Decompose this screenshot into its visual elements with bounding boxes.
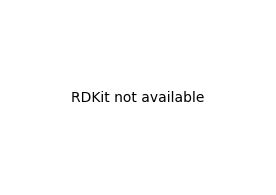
Text: RDKit not available: RDKit not available [71,90,205,105]
